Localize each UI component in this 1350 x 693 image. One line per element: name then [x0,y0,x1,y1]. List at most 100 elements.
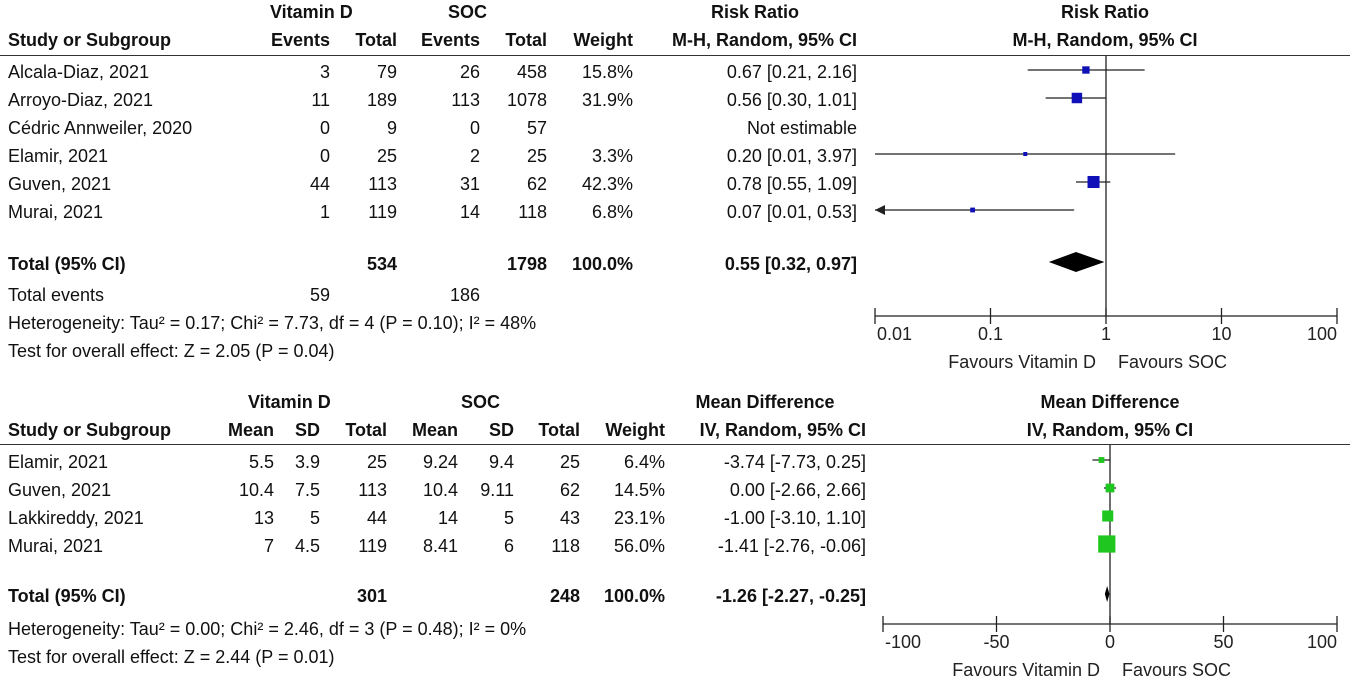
total-events-label: Total events [8,285,105,305]
pooled-diamond [1048,252,1105,272]
mean1-cell: 10.4 [238,480,274,500]
total2-cell: 62 [526,174,547,194]
ci-arrow-left [875,205,885,215]
ci-cell: Not estimable [746,118,857,138]
overall-effect-text: Test for overall effect: Z = 2.44 (P = 0… [8,647,335,667]
mean1-cell: 7 [263,536,274,556]
rr-total2-header: Total [505,30,547,50]
events1-cell: 1 [319,202,330,222]
total2-cell: 62 [559,480,580,500]
md-header-rule [0,444,1350,445]
study-name: Alcala-Diaz, 2021 [8,62,150,82]
md-total2-header: Total [538,420,580,440]
total1-cell: 113 [358,480,387,500]
study-marker [970,207,976,213]
events1-cell: 44 [309,174,330,194]
total2-cell: 1798 [506,254,547,274]
weight-cell: 3.3% [591,146,633,166]
rr-plot-title: Risk Ratio [1060,2,1150,22]
x-tick-label: 10 [1211,324,1231,344]
study-name: Guven, 2021 [8,480,112,500]
ci-cell: 0.07 [0.01, 0.53] [726,202,857,222]
sd2-cell: 6 [503,536,514,556]
study-marker [1071,92,1083,104]
favours-left-label: Favours Vitamin D [948,352,1096,372]
events2-cell: 26 [459,62,480,82]
ci-cell: -1.26 [-2.27, -0.25] [715,586,866,606]
weight-cell: 14.5% [613,480,665,500]
favours-right-label: Favours SOC [1122,660,1231,680]
sd2-cell: 5 [503,508,514,528]
md-effect-title: Mean Difference [695,392,835,412]
total2-cell: 1078 [506,90,547,110]
total2-cell: 458 [516,62,547,82]
total2-cell: 118 [518,202,547,222]
rr-plot-method: M-H, Random, 95% CI [1012,30,1198,50]
events2-cell: 113 [451,90,480,110]
heterogeneity-text: Heterogeneity: Tau² = 0.00; Chi² = 2.46,… [8,619,527,639]
pooled-diamond [1104,586,1110,602]
study-name: Murai, 2021 [8,202,104,222]
total-events1: 59 [309,285,330,305]
total-label: Total (95% CI) [8,586,126,606]
study-marker [1105,483,1115,493]
total-label: Total (95% CI) [8,254,126,274]
x-tick-label: -100 [885,632,921,652]
total1-cell: 534 [366,254,397,274]
rr-weight-header: Weight [573,30,633,50]
md-group1-header: Vitamin D [248,392,331,412]
weight-cell: 100.0% [603,586,665,606]
total2-cell: 57 [526,118,547,138]
heterogeneity-text: Heterogeneity: Tau² = 0.17; Chi² = 7.73,… [8,313,537,333]
study-name: Murai, 2021 [8,536,104,556]
study-name: Guven, 2021 [8,174,112,194]
study-name: Elamir, 2021 [8,452,109,472]
study-name: Cédric Annweiler, 2020 [8,118,193,138]
rr-group2-header: SOC [448,2,488,22]
study-name: Elamir, 2021 [8,146,109,166]
sd1-cell: 3.9 [294,452,320,472]
ci-cell: 0.67 [0.21, 2.16] [726,62,857,82]
weight-cell: 100.0% [571,254,633,274]
md-sd2-header: SD [488,420,514,440]
weight-cell: 31.9% [581,90,633,110]
sd2-cell: 9.11 [480,480,514,500]
events1-cell: 3 [319,62,330,82]
rr-header-rule [0,55,1350,56]
study-name: Arroyo-Diaz, 2021 [8,90,154,110]
events2-cell: 14 [459,202,480,222]
study-marker [1102,510,1114,522]
total2-cell: 43 [559,508,580,528]
study-marker [1087,175,1100,189]
events1-cell: 0 [319,118,330,138]
x-tick-label: 100 [1307,324,1337,344]
ci-cell: -1.00 [-3.10, 1.10] [723,508,866,528]
x-tick-label: -50 [983,632,1009,652]
total1-cell: 301 [356,586,387,606]
study-marker [1023,152,1028,156]
ci-cell: -1.41 [-2.76, -0.06] [717,536,866,556]
ci-cell: 0.00 [-2.66, 2.66] [729,480,866,500]
total2-cell: 118 [551,536,580,556]
total1-cell: 25 [376,146,397,166]
ci-cell: 0.20 [0.01, 3.97] [726,146,857,166]
mean1-cell: 5.5 [248,452,274,472]
ci-cell: 0.55 [0.32, 0.97] [724,254,857,274]
study-name: Lakkireddy, 2021 [8,508,144,528]
study-marker [1098,535,1116,553]
total1-cell: 79 [376,62,397,82]
md-weight-header: Weight [605,420,665,440]
md-plot-method: IV, Random, 95% CI [1026,420,1194,440]
favours-left-label: Favours Vitamin D [952,660,1100,680]
total1-cell: 44 [366,508,387,528]
events2-cell: 2 [469,146,480,166]
rr-events2-header: Events [420,30,480,50]
ci-cell: 0.78 [0.55, 1.09] [726,174,857,194]
sd1-cell: 7.5 [294,480,320,500]
mean2-cell: 8.41 [422,536,458,556]
x-tick-label: 0.1 [978,324,1003,344]
rr-method-header: M-H, Random, 95% CI [671,30,857,50]
weight-cell: 56.0% [613,536,665,556]
weight-cell: 42.3% [581,174,633,194]
x-tick-label: 1 [1101,324,1111,344]
